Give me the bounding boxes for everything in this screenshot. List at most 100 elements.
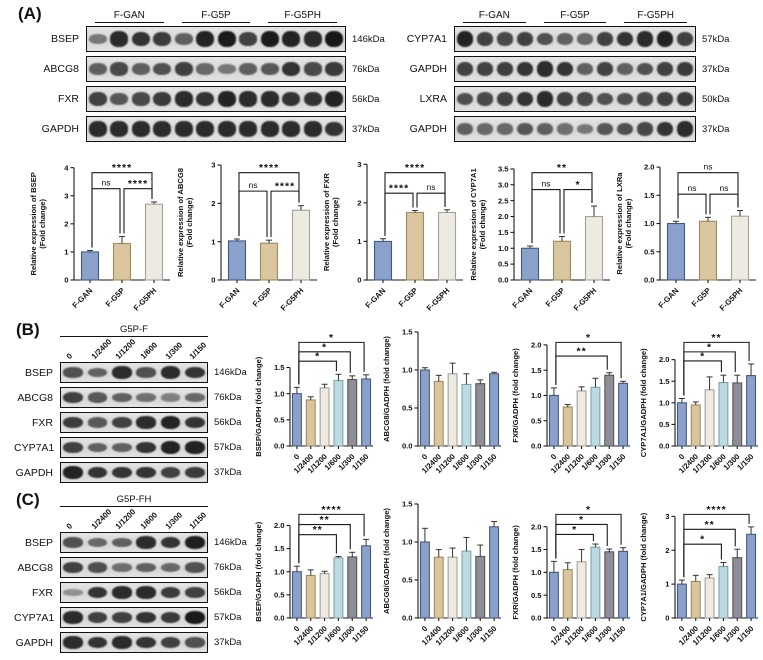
blot-lane — [158, 633, 182, 652]
protein-label: CYP7A1 — [14, 441, 55, 454]
protein-band — [160, 366, 181, 379]
x-tick-label: 0 — [549, 624, 559, 634]
blot-lane — [183, 363, 207, 382]
protein-band — [496, 92, 514, 106]
blot-lane — [259, 87, 281, 111]
protein-band — [656, 92, 674, 106]
blot-lane — [158, 533, 182, 552]
bar-1-1200 — [319, 387, 330, 447]
protein-band — [131, 63, 150, 75]
lane-label: 0 — [64, 351, 75, 361]
x-tick-label: F-G5P — [104, 286, 127, 309]
lane-label: 1/600 — [138, 340, 160, 361]
y-tick-label: 1.5 — [274, 544, 285, 553]
x-tick-label: 1/150 — [479, 452, 500, 473]
significance-label: **** — [405, 162, 425, 174]
blot-lane — [324, 57, 346, 81]
blot-lane — [85, 463, 109, 482]
bar-1-300 — [475, 555, 486, 619]
protein-band — [576, 63, 594, 75]
protein-band — [196, 63, 215, 75]
blot-lane — [158, 608, 182, 627]
bar-chart-a-lxra: Relative expression of LXRa (Fold change)… — [615, 162, 756, 313]
significance-label: **** — [112, 162, 132, 174]
lane-label: 1/150 — [188, 510, 209, 531]
y-tick-label: 0.0 — [274, 614, 285, 623]
blot-lane — [110, 463, 134, 482]
y-tick-label: 0.0 — [497, 276, 508, 285]
blot-lane — [61, 413, 85, 432]
blot-lane — [134, 463, 158, 482]
protein-band — [63, 416, 84, 429]
protein-band — [516, 91, 534, 107]
protein-band — [160, 611, 181, 624]
protein-band — [217, 91, 236, 107]
y-tick-label: 0.5 — [531, 591, 542, 600]
bar-1-1200 — [447, 556, 458, 619]
significance-label: * — [586, 332, 591, 344]
bar-1-300 — [603, 374, 614, 447]
protein-band — [184, 366, 205, 379]
y-tick-label: 0 — [665, 614, 669, 623]
protein-label: ABCG8 — [43, 63, 79, 75]
protein-label: GAPDH — [41, 123, 79, 135]
bar-1-1200 — [319, 573, 330, 619]
blot-membrane — [60, 557, 208, 578]
bar-1-150 — [617, 382, 628, 447]
blot-membrane — [60, 632, 208, 653]
y-tick-label: 1 — [357, 237, 362, 246]
x-tick-label: F-G5PH — [718, 286, 745, 313]
blot-lane — [158, 583, 182, 602]
significance-label: ns — [541, 179, 550, 189]
protein-band — [87, 442, 108, 453]
y-tick-label: 0.0 — [531, 442, 542, 451]
y-tick-label: 1.5 — [402, 328, 413, 337]
charts-panel-a: Relative expression of BSEP (Fold change)… — [28, 150, 760, 314]
lane-label: 1/1200 — [114, 337, 138, 361]
bar-0 — [676, 402, 687, 447]
blot-lane — [130, 57, 152, 81]
protein-band — [136, 586, 157, 599]
blot-lane — [85, 633, 109, 652]
blot-row: CYP7A1 57kDa — [398, 26, 736, 52]
x-tick-label: 0 — [292, 624, 302, 634]
blot-lane — [85, 533, 109, 552]
significance-bracket — [683, 513, 750, 578]
significance-label: ns — [720, 183, 729, 193]
blot-lane — [61, 583, 85, 602]
protein-label: CYP7A1 — [14, 611, 55, 624]
bar-1-300 — [603, 551, 614, 619]
blot-row: GAPDH 37kDa — [14, 462, 248, 483]
blot-panel-c: G5P-FH 0 1/2400 1/1200 1/600 1/300 1/150 BSEP 14… — [14, 494, 248, 657]
protein-band — [87, 466, 108, 479]
molecular-weight-label: 37kDa — [702, 123, 730, 135]
blot-lane — [281, 87, 303, 111]
protein-band — [556, 33, 574, 45]
significance-bracket — [298, 534, 337, 564]
protein-band — [239, 32, 258, 46]
bar-1-2400 — [562, 406, 573, 447]
blot-lane — [134, 438, 158, 457]
protein-label: BSEP — [50, 33, 79, 45]
blot-lane — [655, 117, 675, 141]
blot-lane — [259, 57, 281, 81]
blot-row: BSEP 146kDa — [14, 532, 248, 553]
x-tick-label: F-GAN — [657, 286, 681, 310]
blot-lane — [61, 608, 85, 627]
bar-chart-b-abcg8: ABCG8/GADPH (fold change) 0.0 0.5 1.0 1.5 0 1/… — [382, 328, 502, 475]
protein-band — [516, 122, 534, 136]
protein-band — [676, 121, 694, 137]
lane-label: 1/150 — [188, 340, 209, 361]
protein-band — [110, 62, 129, 76]
protein-band — [217, 63, 236, 75]
blot-row: ABCG8 76kDa — [14, 387, 248, 408]
blot-lane — [535, 87, 555, 111]
protein-band — [596, 92, 614, 106]
protein-band — [63, 588, 84, 597]
protein-band — [88, 92, 107, 106]
blot-lane — [173, 57, 195, 81]
blot-group-header: F-GAN F-G5P F-G5PH — [454, 10, 696, 23]
blot-lane — [555, 57, 575, 81]
panel-b-label: (B) — [16, 320, 40, 339]
y-tick-label: 3 — [665, 512, 669, 521]
